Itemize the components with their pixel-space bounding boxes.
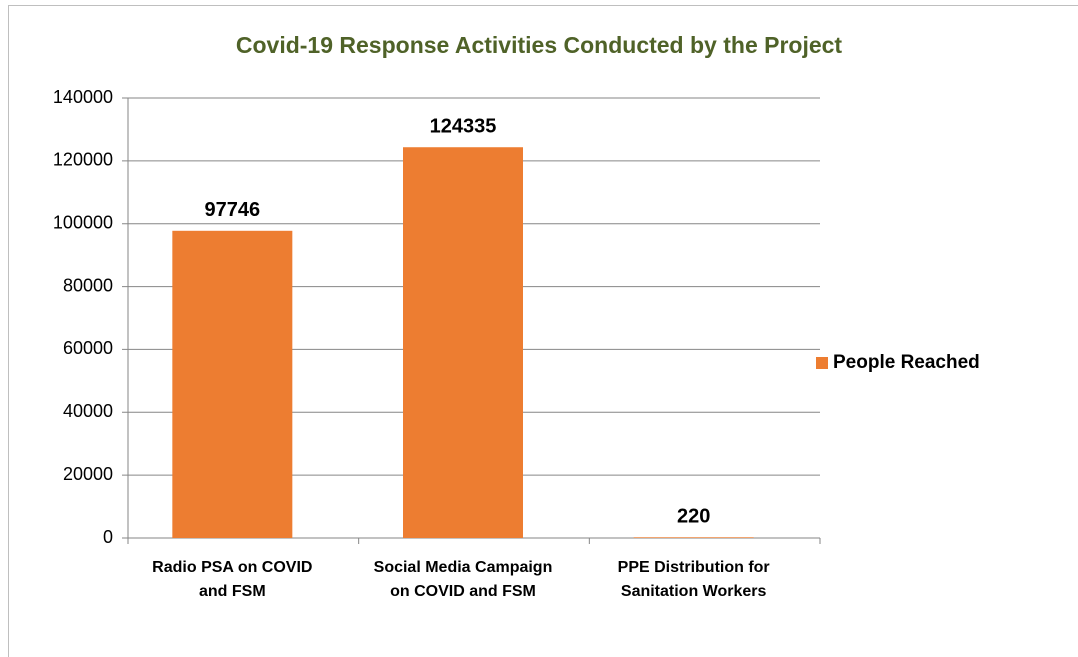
- x-tick-label: Social Media Campaign on COVID and FSM: [373, 559, 553, 600]
- legend-label: People Reached: [833, 352, 980, 373]
- data-label: 220: [677, 506, 710, 528]
- bar: [403, 147, 523, 539]
- y-tick-label: 40000: [63, 401, 113, 421]
- y-tick-label: 20000: [63, 464, 113, 484]
- bar: [633, 537, 754, 538]
- data-label: 97746: [205, 199, 261, 221]
- y-tick-label: 0: [103, 527, 113, 547]
- x-tick-label: PPE Distribution for Sanitation Workers: [617, 559, 770, 600]
- y-tick-label: 60000: [63, 338, 113, 358]
- bar: [172, 230, 293, 538]
- y-tick-label: 80000: [63, 275, 113, 295]
- data-label: 124335: [430, 116, 497, 138]
- x-tick-label: Radio PSA on COVID and FSM: [152, 559, 313, 600]
- y-tick-label: 140000: [53, 87, 113, 107]
- legend-swatch: [816, 357, 828, 369]
- chart-title: Covid-19 Response Activities Conducted b…: [236, 32, 843, 58]
- y-tick-label: 100000: [53, 212, 113, 232]
- y-tick-label: 120000: [53, 150, 113, 170]
